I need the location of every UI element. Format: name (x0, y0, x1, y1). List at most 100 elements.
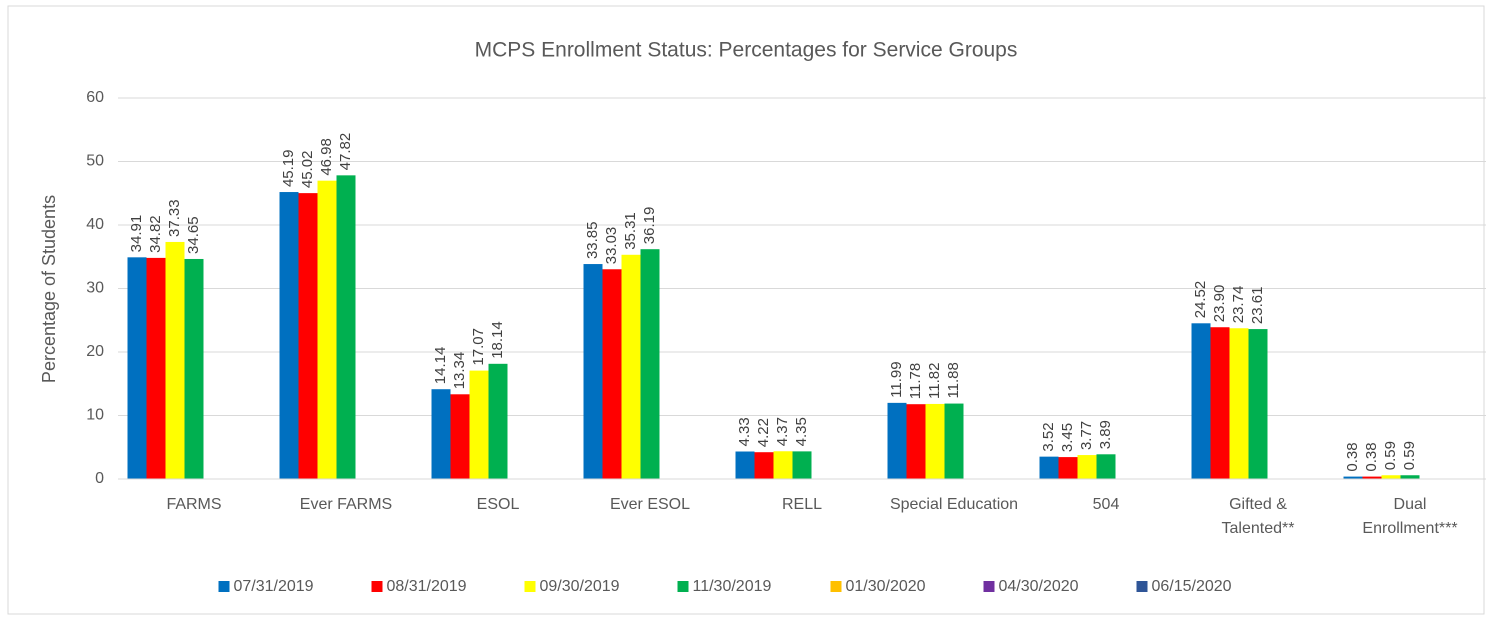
bar (621, 254, 641, 479)
bar (887, 402, 907, 479)
x-tick-label: Ever ESOL (609, 496, 691, 513)
data-label: 4.37 (774, 417, 791, 446)
x-tick-label: ESOL (476, 496, 520, 513)
data-label: 0.59 (1382, 441, 1399, 470)
x-tick-label-box: Special Education (889, 496, 1019, 513)
bar (298, 193, 318, 480)
bar (450, 394, 470, 479)
y-tick-label: 40 (86, 216, 104, 233)
bar (1191, 323, 1211, 479)
data-label: 35.31 (622, 212, 639, 250)
data-label: 0.38 (1363, 442, 1380, 471)
legend-label: 01/30/2020 (846, 578, 926, 595)
bar (1381, 475, 1401, 479)
data-label: 11.82 (926, 363, 943, 399)
y-tick-label: 20 (86, 343, 104, 360)
bar (735, 451, 755, 479)
data-label: 23.90 (1211, 285, 1228, 323)
bar (431, 389, 451, 479)
bar (488, 363, 508, 479)
x-tick-label-box: 504 (1092, 496, 1120, 513)
bar (1210, 327, 1230, 479)
bar (1343, 476, 1363, 479)
data-label: 23.61 (1249, 287, 1266, 325)
x-tick-label: Ever FARMS (299, 496, 393, 513)
legend-swatch (830, 581, 842, 592)
bar (469, 370, 489, 479)
legend-label: 07/31/2019 (234, 578, 314, 595)
data-label: 3.52 (1040, 422, 1057, 451)
x-tick-label: FARMS (166, 496, 222, 513)
data-label: 18.14 (489, 321, 506, 359)
legend-label: 06/15/2020 (1152, 578, 1232, 595)
bar (1400, 475, 1420, 479)
x-tick-label: Special Education (889, 496, 1019, 513)
data-label: 4.22 (755, 418, 772, 447)
x-tick-label-box: Gifted & Talented** (1221, 496, 1295, 537)
data-label: 24.52 (1192, 281, 1209, 319)
y-tick-label: 30 (86, 280, 104, 297)
bar (640, 249, 660, 479)
bar (127, 257, 147, 479)
chart-frame (7, 5, 1485, 615)
bar (792, 451, 812, 479)
data-label: 3.45 (1059, 423, 1076, 452)
bar (602, 269, 622, 479)
y-tick-label: 60 (86, 89, 104, 106)
bar (1058, 457, 1078, 479)
data-label: 14.14 (432, 347, 449, 385)
legend-swatch (218, 581, 230, 592)
bar (165, 241, 185, 479)
data-label: 46.98 (318, 138, 335, 176)
y-tick-label: 10 (86, 407, 104, 424)
legend-swatch (983, 581, 995, 592)
data-label: 45.19 (280, 149, 297, 187)
data-label: 34.65 (185, 216, 202, 254)
data-label: 4.33 (736, 417, 753, 446)
y-axis-label: Percentage of Students (39, 195, 59, 383)
x-tick-label-box: RELL (782, 496, 822, 513)
legend-swatch (677, 581, 689, 592)
data-label: 13.34 (451, 352, 468, 390)
x-tick-label: Dual Enrollment*** (1362, 496, 1458, 537)
legend-label: 11/30/2019 (693, 578, 772, 595)
chart-title: MCPS Enrollment Status: Percentages for … (475, 39, 1018, 62)
data-label: 34.91 (128, 215, 145, 253)
x-tick-label: Gifted & Talented** (1221, 496, 1295, 537)
x-tick-label-box: Dual Enrollment*** (1362, 496, 1458, 537)
legend-label: 08/31/2019 (387, 578, 467, 595)
x-tick-label-box: FARMS (166, 496, 222, 513)
data-label: 11.88 (945, 362, 962, 398)
data-label: 23.74 (1230, 286, 1247, 324)
bar (317, 180, 337, 479)
bar (754, 452, 774, 479)
legend-label: 09/30/2019 (540, 578, 620, 595)
bar (925, 403, 945, 479)
bar (906, 404, 926, 479)
data-label: 17.07 (470, 328, 487, 366)
x-tick-label: 504 (1092, 496, 1120, 513)
bar (773, 451, 793, 479)
data-label: 3.77 (1078, 421, 1095, 450)
legend-swatch (524, 581, 536, 592)
legend-label: 04/30/2020 (999, 578, 1079, 595)
bar (146, 257, 166, 479)
legend-swatch (371, 581, 383, 592)
data-label: 36.19 (641, 207, 658, 245)
y-tick-label: 50 (86, 153, 104, 170)
data-label: 33.85 (584, 222, 601, 260)
bar (1229, 328, 1249, 479)
data-label: 11.78 (907, 363, 924, 399)
data-label: 33.03 (603, 227, 620, 265)
data-label: 45.02 (299, 151, 316, 189)
legend-swatch (1136, 581, 1148, 592)
bar (184, 258, 204, 479)
bar (944, 403, 964, 479)
bar (1362, 476, 1382, 479)
bar (1039, 456, 1059, 479)
bar (1096, 454, 1116, 479)
bar (279, 192, 299, 479)
bar (1248, 329, 1268, 479)
x-tick-label-box: Ever FARMS (299, 496, 393, 513)
